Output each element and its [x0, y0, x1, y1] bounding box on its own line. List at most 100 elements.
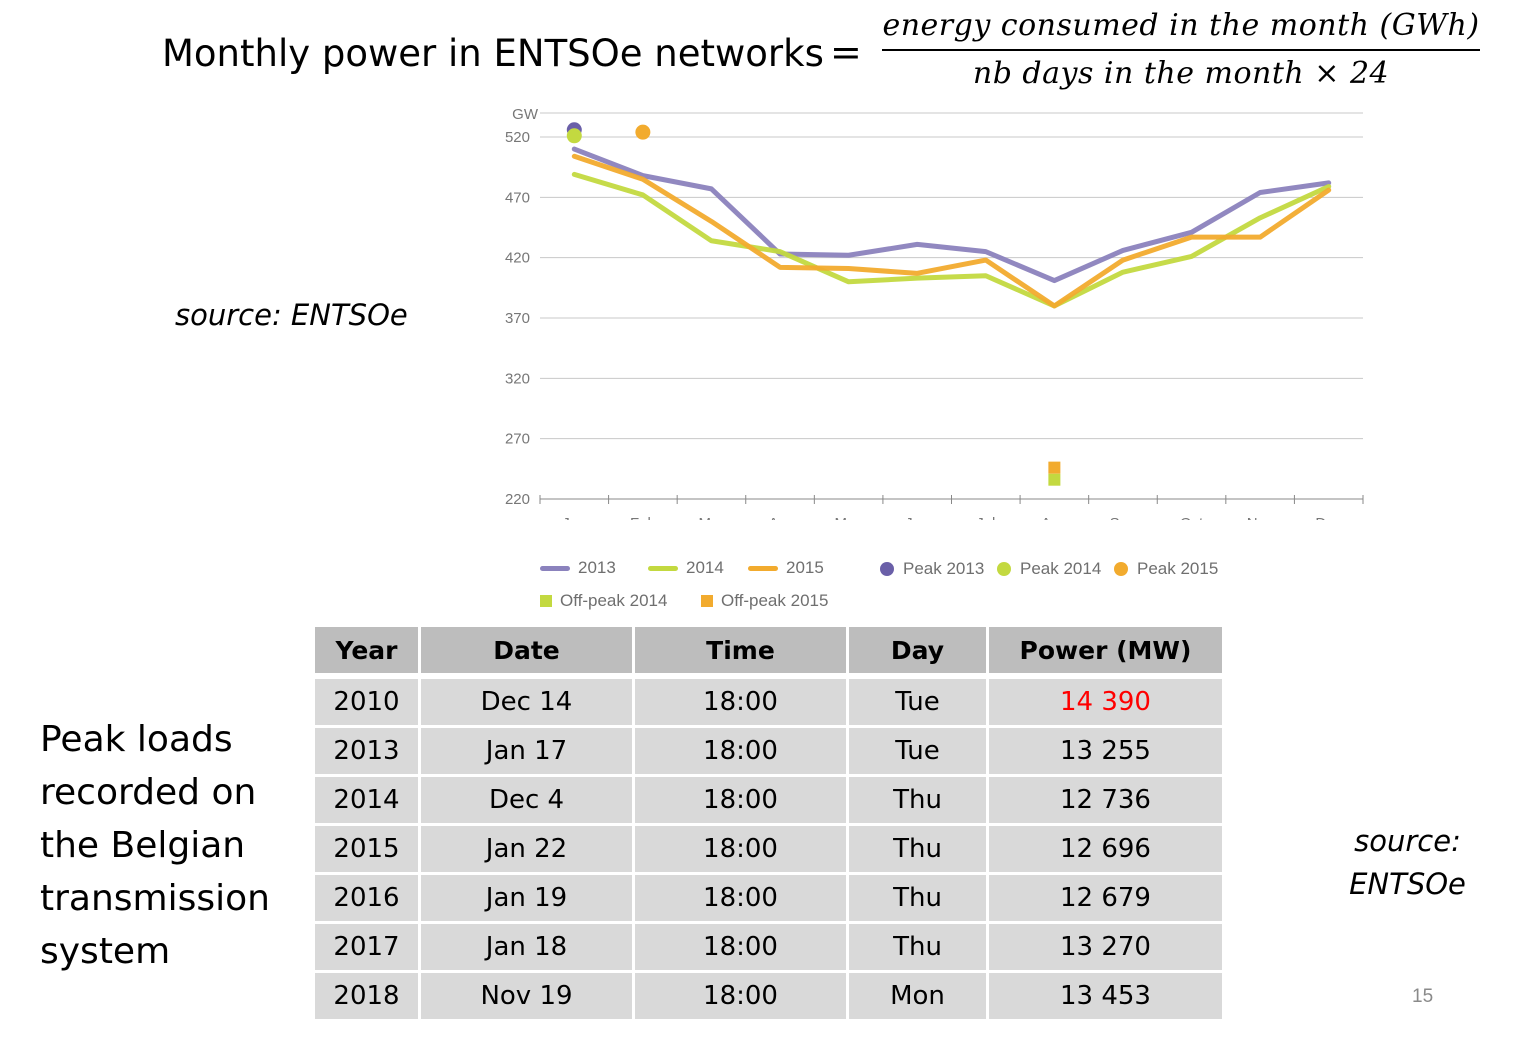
formula: Monthly power in ENTSOe networks = energ… — [160, 6, 1490, 96]
cell-date: Dec 14 — [418, 673, 635, 728]
table-source-line2: ENTSOe — [1349, 867, 1466, 901]
x-tick-label: Aug — [1041, 515, 1068, 520]
x-tick-label: Nov — [1247, 515, 1274, 520]
table-source-line1: source: — [1354, 824, 1461, 858]
legend-swatch-peak-2014 — [997, 562, 1011, 576]
legend-label-2014: 2014 — [686, 558, 724, 577]
offpeak-marker-off-peak-2014 — [1048, 473, 1061, 486]
table-row: 2017 Jan 18 18:00 Thu 13 270 — [312, 921, 1225, 973]
cell-day: Thu — [846, 823, 989, 875]
y-tick-label: 520 — [505, 129, 530, 146]
cell-day: Mon — [846, 970, 989, 1022]
cell-date: Jan 18 — [418, 921, 635, 973]
cell-date: Dec 4 — [418, 774, 635, 826]
header-time: Time — [632, 624, 849, 678]
cell-day: Thu — [846, 921, 989, 973]
cell-date: Jan 22 — [418, 823, 635, 875]
series-line-2014 — [571, 171, 1332, 309]
legend-swatch-peak-2015 — [1114, 562, 1128, 576]
peak-loads-caption: Peak loads recorded on the Belgian trans… — [40, 719, 270, 972]
cell-time: 18:00 — [632, 872, 849, 924]
header-date: Date — [418, 624, 635, 678]
x-tick-label: Jan — [562, 515, 586, 520]
y-tick-label: 420 — [505, 250, 530, 267]
x-tick-label: Dec — [1315, 515, 1342, 520]
x-tick-label: Oct — [1180, 515, 1204, 520]
x-tick-label: Mar — [699, 515, 725, 520]
x-tick-label: Feb — [630, 515, 656, 520]
x-tick-label: Sep — [1110, 515, 1137, 520]
legend-label-peak-2015: Peak 2015 — [1137, 559, 1219, 578]
header-day: Day — [846, 624, 989, 678]
table-row: 2015 Jan 22 18:00 Thu 12 696 — [312, 823, 1225, 875]
table-header-row: Year Date Time Day Power (MW) — [312, 624, 1225, 678]
cell-year: 2017 — [312, 921, 421, 973]
cell-power: 13 453 — [986, 970, 1225, 1022]
legend-item-peak-2015: Peak 2015 — [1114, 559, 1218, 579]
chart-source-label: source: ENTSOe — [175, 298, 408, 332]
formula-lhs: Monthly power in ENTSOe networks — [162, 32, 824, 75]
cell-date: Jan 19 — [418, 872, 635, 924]
cell-power: 12 679 — [986, 872, 1225, 924]
legend-swatch-off-peak-2014 — [540, 595, 552, 607]
legend-item-2015: 2015 — [748, 558, 824, 578]
cell-date: Jan 17 — [418, 725, 635, 777]
y-tick-label: 470 — [505, 189, 530, 206]
page-number: 15 — [1412, 986, 1434, 1007]
cell-year: 2016 — [312, 872, 421, 924]
legend-label-off-peak-2014: Off-peak 2014 — [560, 591, 668, 610]
x-tick-label: Jun — [905, 515, 929, 520]
offpeak-marker-off-peak-2015 — [1048, 461, 1061, 474]
cell-time: 18:00 — [632, 725, 849, 777]
monthly-power-chart: GW 520 470 420 370 320 270 220 Jan Feb Mar Apr May Ju… — [505, 106, 1364, 520]
y-axis-label: GW — [512, 106, 539, 123]
cell-day: Thu — [846, 774, 989, 826]
cell-year: 2014 — [312, 774, 421, 826]
cell-day: Thu — [846, 872, 989, 924]
header-power: Power (MW) — [986, 624, 1225, 678]
cell-time: 18:00 — [632, 921, 849, 973]
legend-label-2015: 2015 — [786, 558, 824, 577]
formula-numerator: energy consumed in the month (GWh) — [882, 8, 1480, 43]
legend-label-2013: 2013 — [578, 558, 616, 577]
cell-year: 2010 — [312, 673, 421, 728]
x-tick-label: Jul — [976, 515, 995, 520]
cell-year: 2015 — [312, 823, 421, 875]
y-tick-label: 270 — [505, 431, 530, 448]
peak-marker-peak-2014 — [566, 128, 582, 144]
legend-item-2013: 2013 — [540, 558, 616, 578]
cell-year: 2013 — [312, 725, 421, 777]
legend-swatch-peak-2013 — [880, 562, 894, 576]
table-source-label: source: ENTSOe — [1330, 820, 1485, 906]
cell-date: Nov 19 — [418, 970, 635, 1022]
cell-day: Tue — [846, 725, 989, 777]
cell-time: 18:00 — [632, 823, 849, 875]
header-year: Year — [312, 624, 421, 678]
table-row: 2018 Nov 19 18:00 Mon 13 453 — [312, 970, 1225, 1022]
cell-power: 12 696 — [986, 823, 1225, 875]
cell-power: 12 736 — [986, 774, 1225, 826]
cell-power: 13 270 — [986, 921, 1225, 973]
legend-label-peak-2013: Peak 2013 — [903, 559, 985, 578]
x-tick-label: Apr — [768, 515, 791, 520]
legend-swatch-2014 — [648, 565, 678, 571]
table-row: 2010 Dec 14 18:00 Tue 14 390 — [312, 673, 1225, 728]
cell-day: Tue — [846, 673, 989, 728]
legend-swatch-2013 — [540, 565, 570, 571]
table-row: 2013 Jan 17 18:00 Tue 13 255 — [312, 725, 1225, 777]
chart-legend: 2013 2014 2015 Peak 2013 Peak 2014 Peak … — [540, 554, 1260, 620]
legend-label-peak-2014: Peak 2014 — [1020, 559, 1102, 578]
table-row: 2016 Jan 19 18:00 Thu 12 679 — [312, 872, 1225, 924]
cell-power: 13 255 — [986, 725, 1225, 777]
legend-item-off-peak-2015: Off-peak 2015 — [701, 591, 828, 611]
y-tick-label: 320 — [505, 370, 530, 387]
peak-loads-table: Year Date Time Day Power (MW) 2010 Dec 1… — [312, 624, 1225, 1022]
cell-power-highlight: 14 390 — [986, 673, 1225, 728]
cell-time: 18:00 — [632, 774, 849, 826]
series-line-2015 — [571, 153, 1332, 309]
legend-item-2014: 2014 — [648, 558, 724, 578]
legend-item-off-peak-2014: Off-peak 2014 — [540, 591, 667, 611]
cell-time: 18:00 — [632, 673, 849, 728]
x-tick-label: May — [834, 515, 863, 520]
table-row: 2014 Dec 4 18:00 Thu 12 736 — [312, 774, 1225, 826]
